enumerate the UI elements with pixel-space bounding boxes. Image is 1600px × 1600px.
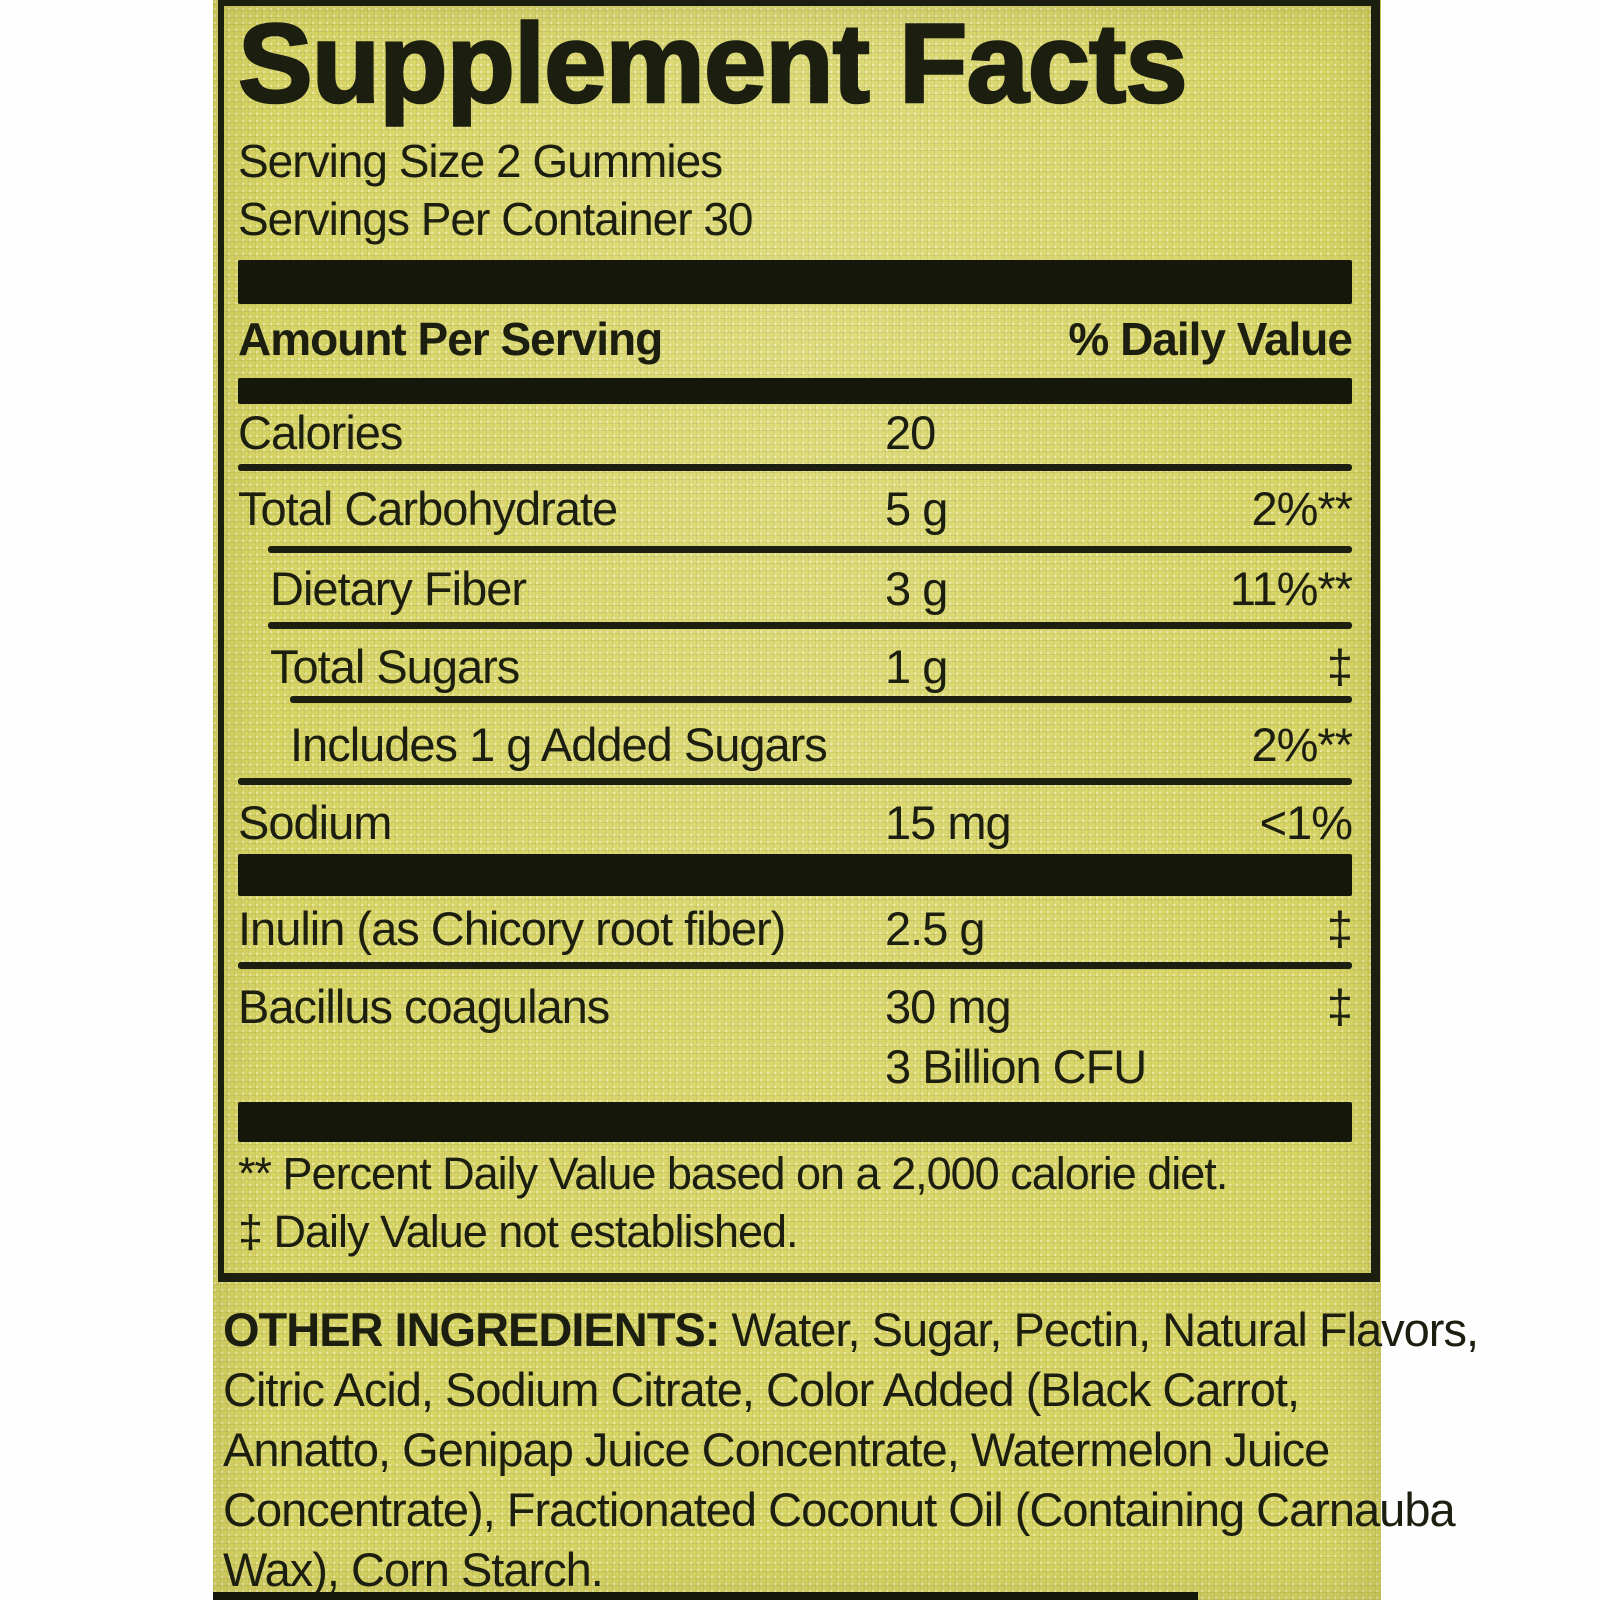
nutrient-daily-value: ‡ [1326,640,1353,693]
nutrient-amount: 1 g [885,640,948,693]
nutrient-row-inulin: Inulin (as Chicory root fiber) 2.5 g ‡ [238,902,1353,956]
nutrient-row-total-carbohydrate: Total Carbohydrate 5 g 2%** [238,482,1353,536]
servings-per-container-line: Servings Per Container 30 [238,193,754,245]
nutrient-amount-line2: 3 Billion CFU [885,1040,1147,1093]
nutrient-amount: 2.5 g [885,902,986,955]
supplement-facts-title: Supplement Facts [237,1,1189,126]
serving-size-line: Serving Size 2 Gummies [238,135,723,187]
nutrient-amount: 3 g [885,562,948,615]
nutrient-name: Dietary Fiber [270,562,527,615]
nutrient-row-total-sugars: Total Sugars 1 g ‡ [238,640,1353,694]
divider [238,962,1352,969]
other-ingredients-text: Water, Sugar, Pectin, Natural Flavors, [719,1303,1479,1356]
other-ingredients-line: Annatto, Genipap Juice Concentrate, Wate… [223,1423,1330,1476]
daily-value-header: % Daily Value [1068,313,1353,365]
footnote-dv-not-established: ‡ Daily Value not established. [238,1206,799,1257]
nutrient-daily-value: <1% [1259,796,1353,849]
nutrient-name: Sodium [238,796,392,849]
nutrient-name: Bacillus coagulans [238,980,610,1033]
nutrient-name: Inulin (as Chicory root fiber) [238,902,786,955]
other-ingredients-line: Concentrate), Fractionated Coconut Oil (… [223,1483,1456,1536]
separator-bar-header [238,378,1352,404]
other-ingredients-label: OTHER INGREDIENTS: [223,1303,720,1356]
divider [268,546,1352,553]
divider [238,464,1352,471]
column-header-row: Amount Per Serving % Daily Value [238,312,1353,366]
nutrient-name: Total Sugars [270,640,520,693]
supplement-label: Supplement Facts Serving Size 2 Gummies … [213,0,1479,1600]
divider [238,778,1352,785]
other-ingredients-line: Citric Acid, Sodium Citrate, Color Added… [223,1363,1300,1416]
facts-content: Supplement Facts Serving Size 2 Gummies … [237,1,1353,1273]
nutrient-row-dietary-fiber: Dietary Fiber 3 g 11%** [238,562,1353,616]
divider [290,696,1352,703]
other-ingredients-paragraph: OTHER INGREDIENTS: Water, Sugar, Pectin,… [223,1300,1479,1600]
other-ingredients-line: Wax), Corn Starch. [223,1543,604,1596]
nutrient-daily-value: ‡ [1326,902,1353,955]
supplement-facts-box: Supplement Facts Serving Size 2 Gummies … [218,0,1380,1282]
nutrient-row-calories: Calories 20 [238,406,1352,460]
nutrient-name: Calories [238,406,403,459]
separator-bar-top [238,260,1352,304]
nutrient-row-added-sugars: Includes 1 g Added Sugars 2%** [238,718,1353,772]
footnote-percent-daily-value: ** Percent Daily Value based on a 2,000 … [238,1148,1228,1199]
nutrient-amount: 15 mg [885,796,1012,849]
nutrient-amount: 20 [885,406,936,459]
nutrient-daily-value: 2%** [1251,482,1353,535]
separator-bar-bottom [238,1102,1352,1142]
other-ingredients-line: OTHER INGREDIENTS: Water, Sugar, Pectin,… [223,1300,1479,1360]
amount-per-serving-header: Amount Per Serving [238,313,663,365]
nutrient-amount: 5 g [885,482,948,535]
nutrient-daily-value: ‡ [1326,980,1353,1033]
divider [268,622,1352,629]
nutrient-amount: 30 mg [885,980,1012,1033]
separator-bar-mid [238,854,1352,896]
nutrient-daily-value: 11%** [1229,562,1353,615]
nutrient-name: Total Carbohydrate [238,482,618,535]
bottom-edge-bar [213,1592,1198,1600]
nutrient-row-sodium: Sodium 15 mg <1% [238,796,1353,850]
nutrient-name: Includes 1 g Added Sugars [290,718,828,771]
nutrient-daily-value: 2%** [1251,718,1353,771]
nutrient-row-bacillus-coagulans: Bacillus coagulans 30 mg ‡ [238,980,1353,1034]
